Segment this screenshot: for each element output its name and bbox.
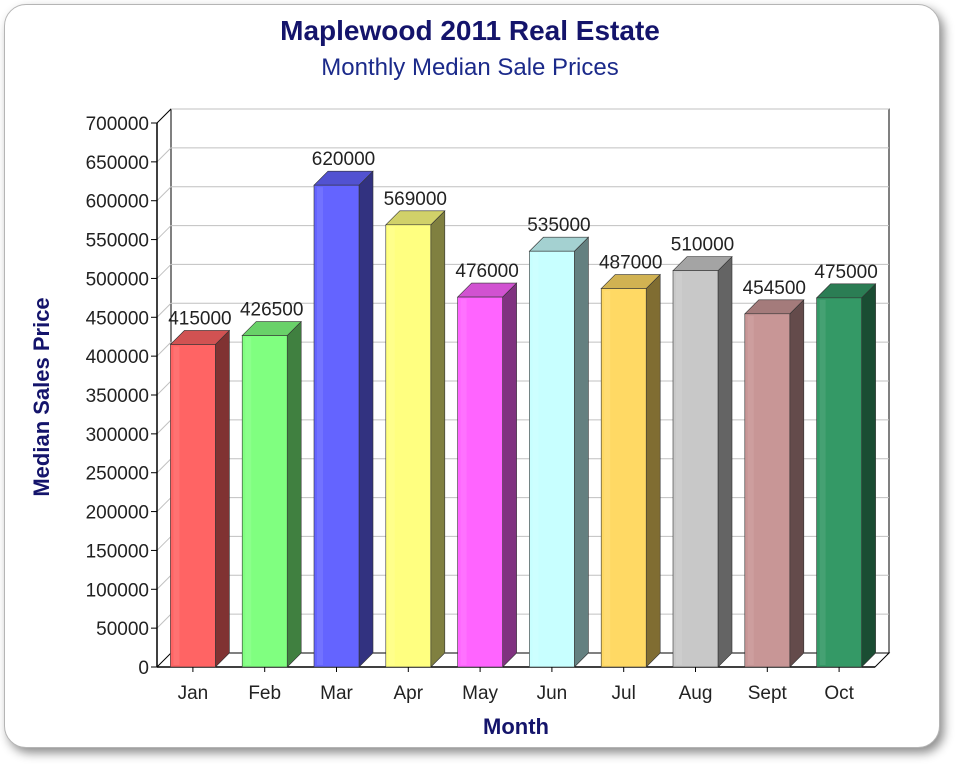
data-label: 487000 bbox=[599, 253, 662, 274]
bar[interactable] bbox=[529, 250, 575, 668]
bar-highlight bbox=[173, 346, 180, 665]
bar-highlight bbox=[676, 272, 682, 665]
gridline-side bbox=[156, 613, 172, 629]
bar-side bbox=[789, 299, 805, 668]
data-label: 475000 bbox=[814, 262, 877, 283]
gridline-side bbox=[156, 264, 172, 279]
x-tick-label: Feb bbox=[248, 683, 281, 704]
y-tick-label: 100000 bbox=[86, 580, 149, 601]
bar-highlight bbox=[460, 299, 467, 665]
y-tick-label: 450000 bbox=[86, 308, 149, 329]
bar[interactable] bbox=[600, 288, 647, 668]
bar-side bbox=[358, 170, 374, 668]
bar[interactable] bbox=[313, 184, 360, 668]
bar-side bbox=[286, 320, 302, 668]
bar-side bbox=[502, 282, 517, 668]
gridline-side bbox=[156, 341, 172, 357]
y-tick-label: 50000 bbox=[96, 619, 149, 640]
y-tick-label: 300000 bbox=[86, 425, 149, 446]
x-tick-label: Sept bbox=[748, 683, 788, 704]
y-tick-label: 200000 bbox=[86, 503, 149, 524]
bar-side bbox=[430, 210, 446, 668]
data-label: 569000 bbox=[384, 189, 447, 210]
y-axis-depth-line bbox=[156, 108, 172, 124]
bar-highlight bbox=[245, 337, 252, 665]
y-tick-label: 350000 bbox=[86, 386, 149, 407]
bar-highlight bbox=[388, 226, 395, 665]
chart-subtitle: Monthly Median Sale Prices bbox=[321, 54, 618, 81]
x-tick-label: Mar bbox=[320, 683, 353, 704]
bar-side bbox=[574, 236, 589, 668]
y-tick-label: 150000 bbox=[86, 541, 149, 562]
bar-side bbox=[215, 329, 230, 668]
y-tick-label: 400000 bbox=[86, 347, 149, 368]
bar[interactable] bbox=[241, 335, 288, 668]
y-tick-label: 650000 bbox=[86, 153, 149, 174]
gridline-side bbox=[156, 536, 172, 551]
bar-side bbox=[645, 273, 661, 668]
y-tick-label: 700000 bbox=[86, 114, 149, 135]
y-tick-label: 500000 bbox=[86, 269, 149, 290]
gridline-side bbox=[156, 497, 172, 512]
y-axis-title: Median Sales Price bbox=[29, 297, 54, 496]
data-label: 426500 bbox=[240, 300, 303, 321]
bar-highlight bbox=[532, 253, 539, 665]
x-tick-label: Aug bbox=[679, 683, 713, 704]
bar-highlight bbox=[604, 290, 611, 665]
bar[interactable] bbox=[457, 296, 503, 668]
gridline-side bbox=[156, 225, 172, 240]
y-tick-label: 550000 bbox=[86, 231, 149, 252]
x-tick-label: Jul bbox=[612, 683, 636, 704]
gridline-side bbox=[156, 147, 172, 163]
bar[interactable] bbox=[170, 344, 216, 668]
bar-side bbox=[717, 255, 733, 668]
gridline-side bbox=[156, 419, 172, 435]
bar-highlight bbox=[747, 315, 754, 665]
x-tick-label: Apr bbox=[394, 683, 424, 704]
gridline-side bbox=[156, 574, 172, 590]
bar[interactable] bbox=[672, 270, 719, 668]
gridline-side bbox=[156, 458, 172, 474]
data-label: 620000 bbox=[312, 149, 375, 170]
data-label: 476000 bbox=[455, 261, 518, 282]
y-tick-label: 600000 bbox=[86, 192, 149, 213]
bar-highlight bbox=[819, 299, 826, 665]
x-tick-label: May bbox=[462, 683, 498, 704]
bar-highlight bbox=[317, 187, 323, 665]
plot-area: 0 50000 100000 150000 200000 250000 300000 3500… bbox=[86, 108, 891, 704]
x-tick-label: Jun bbox=[537, 683, 568, 704]
gridline-side bbox=[156, 186, 172, 202]
data-label: 454500 bbox=[743, 278, 806, 299]
x-tick-label: Jan bbox=[178, 683, 209, 704]
chart-title: Maplewood 2011 Real Estate bbox=[280, 15, 660, 46]
y-tick-label: 0 bbox=[138, 658, 149, 679]
bar[interactable] bbox=[385, 224, 432, 668]
y-tick-label: 250000 bbox=[86, 464, 149, 485]
data-label: 535000 bbox=[527, 215, 590, 236]
data-label: 510000 bbox=[671, 235, 734, 256]
bar[interactable] bbox=[744, 313, 791, 668]
x-tick-label: Oct bbox=[824, 683, 854, 704]
bar-side bbox=[861, 283, 876, 668]
data-label: 415000 bbox=[168, 308, 231, 329]
x-axis-title: Month bbox=[483, 714, 549, 739]
gridline-side bbox=[156, 302, 172, 318]
gridline-side bbox=[156, 380, 172, 396]
